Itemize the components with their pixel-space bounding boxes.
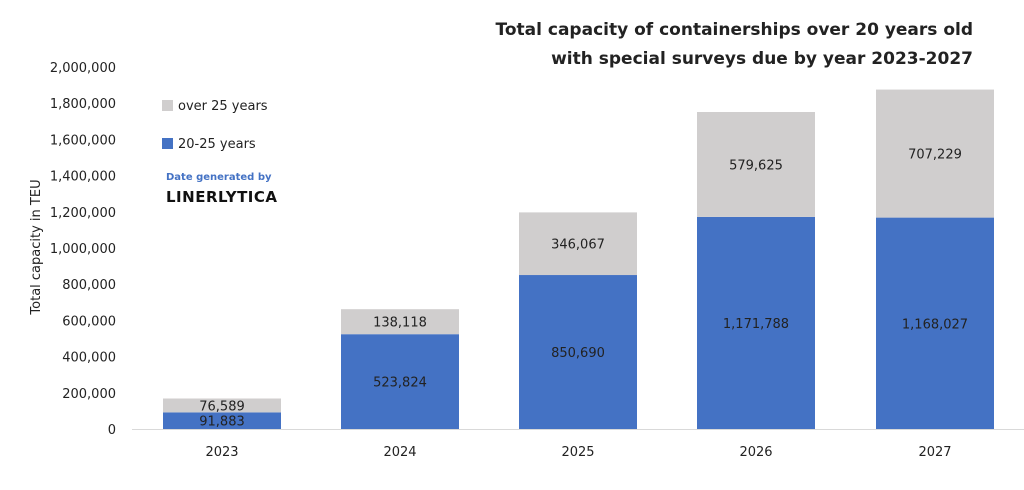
data-label-over-25-years-2027: 707,229 bbox=[908, 148, 962, 163]
data-label-over-25-years-2024: 138,118 bbox=[373, 316, 427, 331]
legend-label-over-25-years: over 25 years bbox=[178, 99, 268, 114]
x-tick-label: 2025 bbox=[561, 445, 594, 460]
data-label-20-25-years-2026: 1,171,788 bbox=[723, 317, 789, 332]
data-label-20-25-years-2025: 850,690 bbox=[551, 346, 605, 361]
y-axis: 0 200,000 400,000 600,000 800,000 1,000,000 1,… bbox=[50, 61, 116, 438]
y-tick-label: 1,600,000 bbox=[50, 133, 116, 148]
x-tick-label: 2024 bbox=[383, 445, 416, 460]
credit-caption: Date generated by bbox=[166, 172, 272, 183]
chart-title-line-1: Total capacity of containerships over 20… bbox=[496, 20, 973, 40]
y-tick-label: 1,000,000 bbox=[50, 242, 116, 257]
y-tick-label: 2,000,000 bbox=[50, 61, 116, 76]
data-label-over-25-years-2026: 579,625 bbox=[729, 158, 783, 173]
data-label-over-25-years-2023: 76,589 bbox=[199, 399, 245, 414]
y-tick-label: 400,000 bbox=[62, 351, 116, 366]
bar-over-25-years-2026 bbox=[697, 111, 815, 217]
bar-20-25-years-2027 bbox=[876, 217, 994, 429]
x-tick-label: 2027 bbox=[918, 445, 951, 460]
bar-20-25-years-2024 bbox=[341, 334, 459, 429]
y-tick-label: 800,000 bbox=[62, 278, 116, 293]
y-axis-label: Total capacity in TEU bbox=[29, 179, 44, 315]
legend-swatch-20-25-years bbox=[162, 138, 173, 149]
y-tick-label: 0 bbox=[108, 423, 116, 438]
data-label-20-25-years-2024: 523,824 bbox=[373, 376, 427, 391]
bar-over-25-years-2024 bbox=[341, 309, 459, 335]
data-label-20-25-years-2027: 1,168,027 bbox=[902, 317, 968, 332]
chart-title: Total capacity of containerships over 20… bbox=[496, 20, 973, 69]
y-tick-label: 600,000 bbox=[62, 314, 116, 329]
data-label-20-25-years-2023: 91,883 bbox=[199, 415, 245, 430]
legend: over 25 years 20-25 years bbox=[162, 99, 268, 152]
credit-brand: LINERLYTICA bbox=[166, 188, 278, 206]
x-axis: 2023 2024 2025 2026 2027 bbox=[132, 429, 1024, 460]
bar-over-25-years-2025 bbox=[519, 212, 637, 276]
x-tick-label: 2023 bbox=[205, 445, 238, 460]
source-credit: Date generated by LINERLYTICA bbox=[166, 172, 278, 206]
y-tick-label: 1,400,000 bbox=[50, 170, 116, 185]
bar-over-25-years-2027 bbox=[876, 89, 994, 218]
x-tick-label: 2026 bbox=[739, 445, 772, 460]
bar-over-25-years-2023 bbox=[163, 398, 281, 413]
bar-20-25-years-2023 bbox=[163, 412, 281, 429]
y-tick-label: 1,800,000 bbox=[50, 97, 116, 112]
bar-20-25-years-2025 bbox=[519, 275, 637, 429]
bar-20-25-years-2026 bbox=[697, 216, 815, 429]
legend-label-20-25-years: 20-25 years bbox=[178, 137, 256, 152]
chart-title-line-2: with special surveys due by year 2023-20… bbox=[551, 49, 973, 69]
y-tick-label: 200,000 bbox=[62, 387, 116, 402]
data-label-over-25-years-2025: 346,067 bbox=[551, 238, 605, 253]
legend-swatch-over-25-years bbox=[162, 100, 173, 111]
y-tick-label: 1,200,000 bbox=[50, 206, 116, 221]
